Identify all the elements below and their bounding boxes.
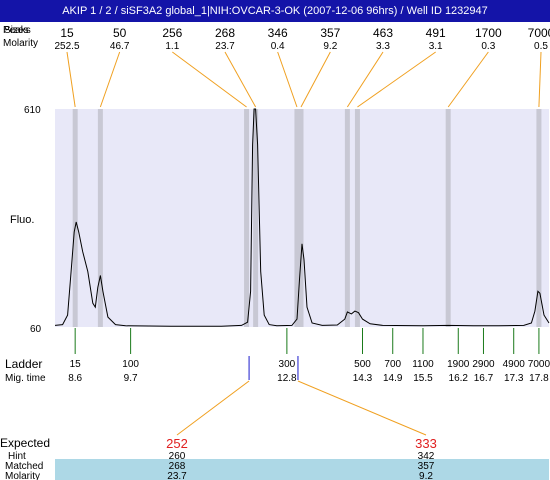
matched-value: 268	[169, 461, 186, 472]
peak-guide-line	[357, 51, 436, 108]
window-title: AKIP 1 / 2 / siSF3A2 global_1|NIH:OVCAR-…	[0, 0, 550, 22]
peak-molarity-label: 9.2	[323, 41, 337, 52]
peak-size-label: 357	[320, 26, 340, 40]
peak-band	[298, 109, 304, 327]
ladder-size-label: 500	[354, 359, 371, 370]
molarity-row-label: Molarity	[3, 38, 38, 49]
ladder-size-label: 15	[70, 359, 82, 370]
peak-molarity-label: 3.3	[376, 41, 390, 52]
peak-guide-line	[66, 51, 76, 108]
peak-band	[253, 109, 259, 327]
peak-molarity-label: 0.5	[534, 41, 548, 52]
peak-band	[536, 109, 542, 327]
ladder-time-label: 9.7	[124, 373, 138, 384]
y-tick-max: 610	[24, 105, 41, 116]
ladder-time-label: 14.9	[383, 373, 403, 384]
peak-molarity-label: 252.5	[54, 41, 79, 52]
ladder-size-label: 1100	[412, 359, 434, 370]
peak-guide-line	[447, 51, 489, 108]
peak-size-label: 268	[215, 26, 235, 40]
ladder-size-label: 2900	[472, 359, 495, 370]
peak-band	[445, 109, 451, 327]
expected-guide-line	[297, 380, 427, 436]
peak-guide-line	[172, 51, 247, 108]
peak-size-label: 491	[426, 26, 446, 40]
expected-guide-line	[176, 380, 250, 436]
ladder-size-label: 300	[279, 359, 296, 370]
ladder-row-label: Ladder	[5, 357, 42, 371]
peak-size-label: 15	[60, 26, 74, 40]
peak-size-label: 7000	[528, 26, 550, 40]
peak-molarity-label: 1.1	[165, 41, 179, 52]
ladder-ticks: 15 8.6 100 9.7 300 12.8 500 14.3 700 14.9 1100 15.5…	[68, 328, 550, 384]
peak-size-label: 346	[268, 26, 288, 40]
peak-bands	[72, 109, 542, 327]
peak-guide-line	[300, 51, 331, 108]
ladder-time-label: 16.7	[474, 373, 494, 384]
ladder-time-label: 12.8	[277, 373, 297, 384]
peak-size-label: 463	[373, 26, 393, 40]
peak-band	[72, 109, 78, 327]
peak-guide-line	[538, 51, 542, 108]
ladder-time-label: 17.8	[529, 373, 549, 384]
peak-guide-line	[346, 51, 384, 108]
ladder-time-label: 17.3	[504, 373, 524, 384]
ladder-time-label: 16.2	[449, 373, 469, 384]
peak-molarity-label: 23.7	[215, 41, 235, 52]
peak-guide-line	[277, 51, 298, 108]
molarity-bottom-row-label: Molarity	[5, 471, 40, 480]
ladder-time-label: 15.5	[413, 373, 433, 384]
peak-size-label: 50	[113, 26, 127, 40]
peak-size-label: 256	[162, 26, 182, 40]
peak-molarity-label: 46.7	[110, 41, 130, 52]
mig-time-row-label: Mig. time	[5, 373, 46, 384]
ladder-size-label: 4900	[503, 359, 526, 370]
peak-guide-line	[224, 51, 257, 108]
molarity-value: 9.2	[419, 471, 433, 480]
ladder-size-label: 700	[384, 359, 401, 370]
ladder-time-label: 14.3	[353, 373, 373, 384]
peak-band	[344, 109, 350, 327]
peak-guide-lines	[66, 51, 542, 108]
peak-band	[354, 109, 360, 327]
fluorescence-trace	[54, 108, 550, 327]
peak-size-label: 1700	[475, 26, 502, 40]
peak-band	[97, 109, 103, 327]
ladder-size-label: 7000	[528, 359, 550, 370]
ladder-size-label: 1900	[447, 359, 470, 370]
peak-band	[244, 109, 250, 327]
matched-band	[55, 459, 549, 480]
matched-row-label: Matched	[5, 461, 43, 472]
hint-value: 342	[418, 451, 435, 462]
peak-molarity-label: 3.1	[429, 41, 443, 52]
expected-row-label: Expected	[0, 436, 50, 450]
ladder-time-label: 8.6	[68, 373, 82, 384]
y-axis-label: Fluo.	[10, 214, 34, 226]
y-tick-min: 60	[30, 324, 42, 335]
peak-band	[294, 109, 300, 327]
expected-value: 333	[415, 436, 437, 451]
hint-row-label: Hint	[8, 451, 26, 462]
hint-value: 260	[169, 451, 186, 462]
molarity-value: 23.7	[167, 471, 187, 480]
peak-molarity-label: 0.3	[481, 41, 495, 52]
blue-markers	[248, 356, 299, 380]
expected-value: 252	[166, 436, 188, 451]
trace-layer	[54, 108, 550, 327]
peak-guide-line	[99, 51, 121, 108]
peaks-row-label: Peaks	[3, 25, 31, 36]
ladder-size-label: 100	[122, 359, 139, 370]
peak-molarity-label: 0.4	[271, 41, 285, 52]
matched-value: 357	[418, 461, 435, 472]
sizes-row-label: Sizes	[4, 25, 28, 36]
